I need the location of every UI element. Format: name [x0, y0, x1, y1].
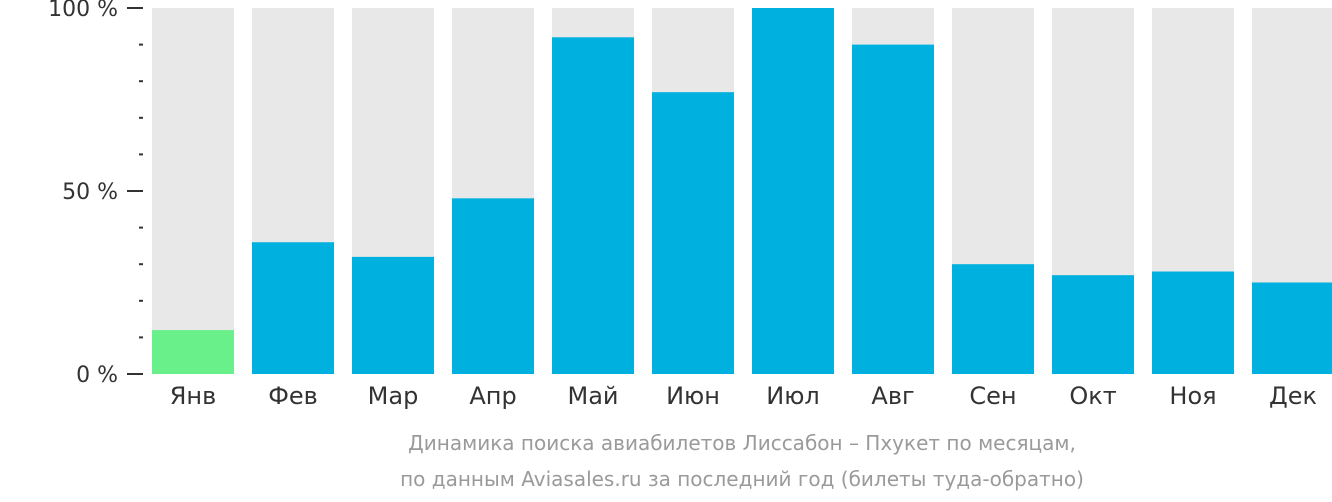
- bar: [852, 44, 934, 374]
- x-tick-label: Май: [567, 382, 618, 410]
- x-tick-label: Дек: [1269, 382, 1317, 410]
- bar: [1052, 275, 1134, 374]
- chart-caption-line-2: по данным Aviasales.ru за последний год …: [400, 467, 1084, 491]
- y-tick-label: 100 %: [48, 0, 118, 22]
- y-tick-label: 0 %: [76, 363, 118, 388]
- x-tick-label: Июл: [766, 382, 820, 410]
- bar: [952, 264, 1034, 374]
- bar: [752, 8, 834, 374]
- bar: [1252, 282, 1332, 374]
- x-tick-label: Авг: [871, 382, 914, 410]
- x-tick-label: Ноя: [1169, 382, 1216, 410]
- bar: [252, 242, 334, 374]
- x-tick-label: Фев: [268, 382, 318, 410]
- bar: [652, 92, 734, 375]
- bar-track: [152, 8, 234, 374]
- x-tick-label: Янв: [170, 382, 217, 410]
- x-tick-label: Сен: [969, 382, 1016, 410]
- x-tick-label: Мар: [368, 382, 419, 410]
- y-tick-label: 50 %: [62, 180, 118, 205]
- bar: [1152, 271, 1234, 374]
- x-tick-label: Окт: [1069, 382, 1116, 410]
- bar: [152, 330, 234, 374]
- bar: [352, 256, 434, 374]
- x-tick-label: Апр: [469, 382, 516, 410]
- x-tick-label: Июн: [666, 382, 720, 410]
- bar: [452, 198, 534, 374]
- bar: [552, 37, 634, 374]
- chart-caption-line-1: Динамика поиска авиабилетов Лиссабон – П…: [408, 431, 1076, 455]
